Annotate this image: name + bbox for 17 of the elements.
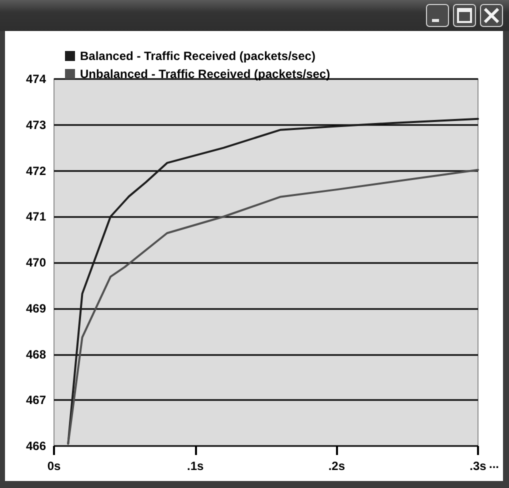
x-tick-label: .3s xyxy=(470,459,487,473)
line-series xyxy=(67,168,479,445)
y-tick-label: 473 xyxy=(26,118,46,132)
x-tick-label: .1s xyxy=(186,459,204,473)
y-tick-label: 472 xyxy=(26,164,46,178)
y-tick-label: 471 xyxy=(26,210,46,224)
legend-label: Unbalanced - Traffic Received (packets/sec) xyxy=(80,67,330,81)
x-tick-label: .2s xyxy=(328,459,346,473)
x-tick-label: 0s xyxy=(47,459,61,473)
y-tick-label: 470 xyxy=(26,256,46,270)
legend-label: Balanced - Traffic Received (packets/sec) xyxy=(80,49,316,63)
y-tick-label: 468 xyxy=(26,347,46,362)
y-tick-label: 474 xyxy=(26,72,46,86)
y-tick-label: 467 xyxy=(26,393,46,408)
text: ... xyxy=(489,457,500,471)
y-tick-label: 469 xyxy=(26,301,46,316)
y-tick-label: 466 xyxy=(26,439,46,453)
